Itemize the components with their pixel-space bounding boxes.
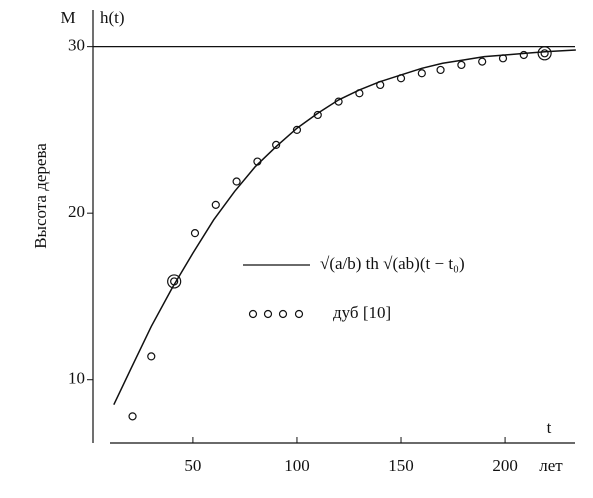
point [478,57,487,66]
x-name: t [547,418,552,437]
point [355,89,364,98]
legend-label: √(a/b) th √(ab)(t − t₀) [320,254,465,273]
point [253,157,262,166]
x-tick-label: 150 [388,456,414,475]
point [313,110,322,120]
point [292,125,302,135]
y-unit: М [60,8,75,27]
point [232,177,241,186]
point-ring [167,274,182,289]
curve [113,49,576,406]
y-name: h(t) [100,8,125,27]
x-tick-label: 100 [284,456,310,475]
point [417,69,426,78]
point [147,352,156,361]
point [170,277,179,286]
point [128,412,137,421]
x-tick-label: 200 [492,456,518,475]
y-axis-label: Высота дерева [31,143,50,249]
point [457,60,466,70]
point [272,140,281,149]
point [376,80,385,90]
point [211,200,220,209]
y-tick-label: 10 [68,369,85,388]
legend-symbols [248,309,304,319]
y-tick-label: 20 [68,202,85,221]
point [190,229,200,238]
x-unit: лет [539,456,563,475]
point [436,65,445,75]
point [519,50,528,60]
point [498,54,508,63]
point-ring [537,46,552,61]
x-tick-label: 50 [184,456,201,475]
legend-label: дуб [10] [333,303,391,322]
y-tick-label: 30 [68,36,85,55]
point [396,74,406,83]
point [540,49,549,58]
point [334,97,343,106]
